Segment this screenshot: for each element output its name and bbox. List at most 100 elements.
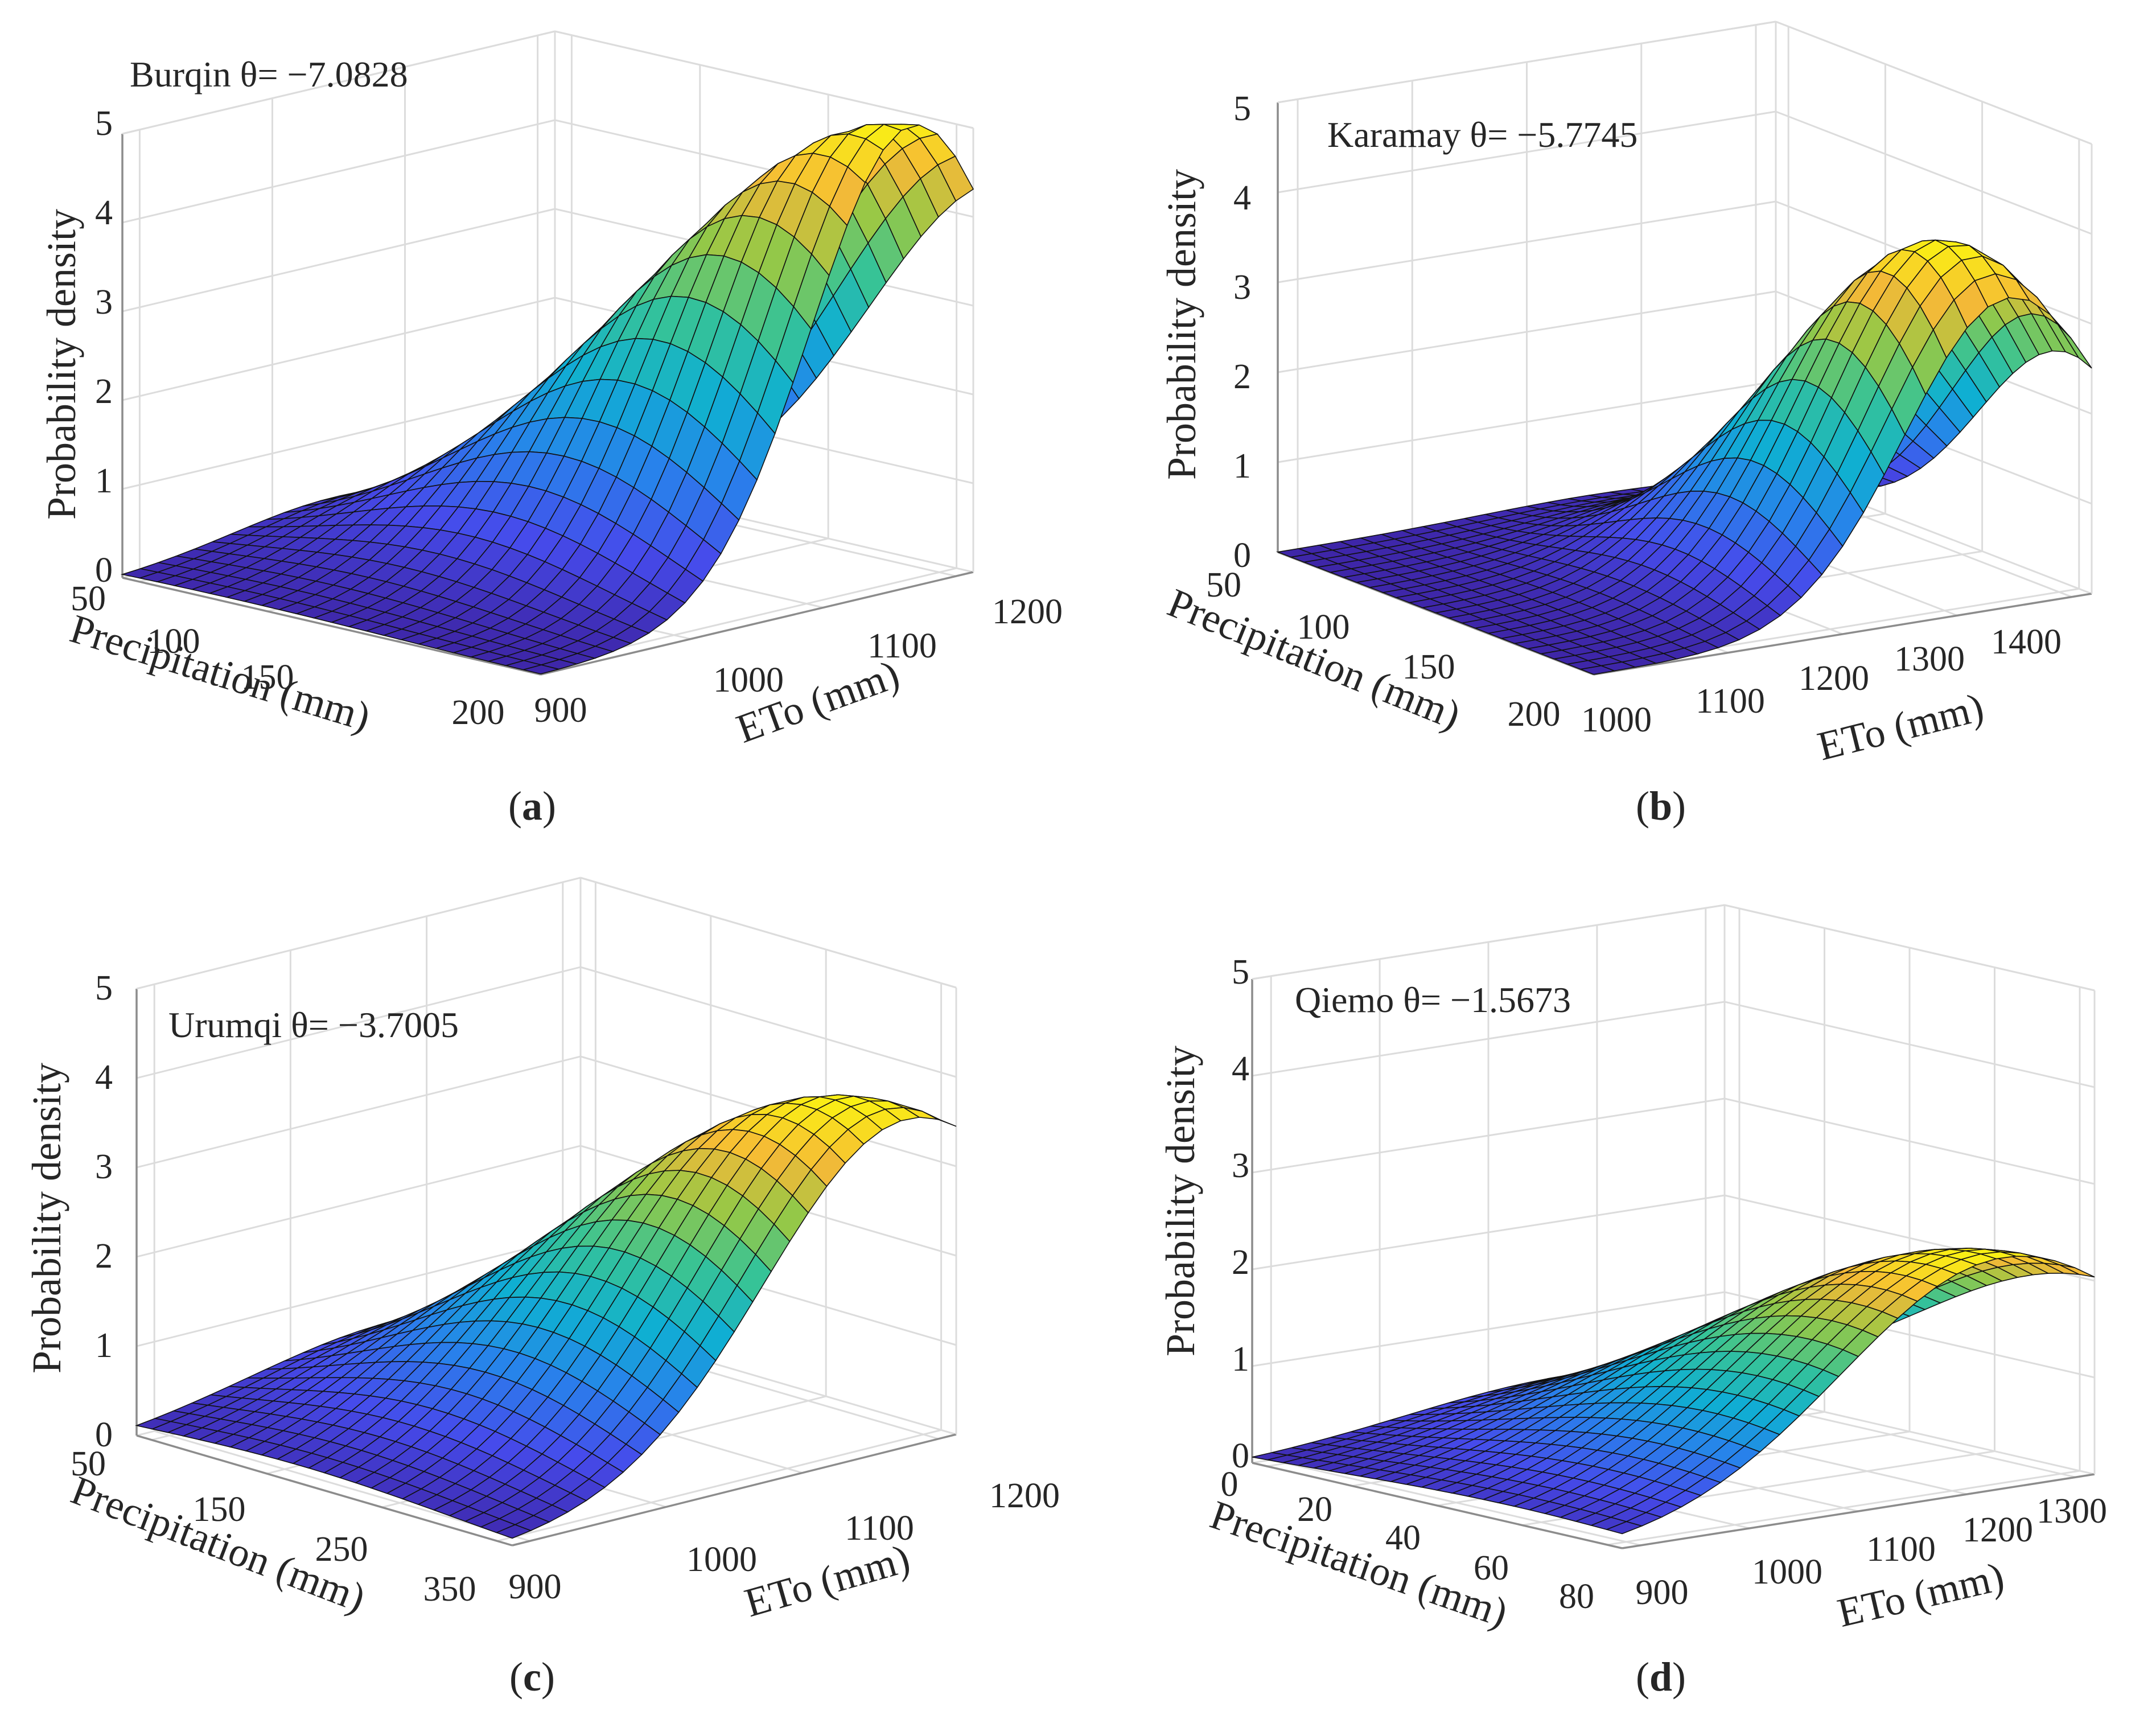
- y-tick-label: 1100: [1866, 1530, 1936, 1569]
- panel-letter: d: [1649, 1654, 1672, 1700]
- z-tick-label: 5: [95, 104, 113, 143]
- x-axis-line: [122, 577, 541, 676]
- grid-line: [136, 1145, 581, 1258]
- z-axis-label: Probability density: [1159, 169, 1204, 480]
- y-axis-label: ETo (mm): [740, 1536, 915, 1626]
- surface-patch: [1578, 665, 1616, 675]
- back-edge: [1775, 20, 2092, 145]
- back-edge: [122, 30, 556, 135]
- z-axis-label: Probability density: [39, 209, 84, 520]
- panel-caption: (d): [1636, 1654, 1686, 1700]
- grid-line: [136, 1055, 581, 1169]
- x-tick-labels: 50 100 150 200: [71, 579, 505, 732]
- back-edge: [580, 877, 957, 989]
- grid-line: [580, 966, 957, 1078]
- y-tick-label: 1200: [989, 1477, 1060, 1515]
- x-tick-labels: 50 100 150 200: [1206, 566, 1561, 734]
- z-tick-label: 4: [1232, 1050, 1249, 1088]
- z-tick-label: 2: [95, 1237, 113, 1276]
- y-tick-label: 1000: [1752, 1553, 1822, 1591]
- z-tick-label: 5: [95, 969, 113, 1007]
- z-tick-labels: 0 1 2 3 4 5: [95, 969, 113, 1454]
- panel-c: 0 1 2 3 4 5 Probability density 50 150 2…: [24, 877, 1060, 1700]
- z-axis-label: Probability density: [1158, 1046, 1203, 1356]
- surface-plot: [1276, 239, 2092, 675]
- z-tick-label: 2: [1232, 1243, 1249, 1282]
- y-tick-label: 1200: [992, 593, 1063, 631]
- panel-d: 0 1 2 3 4 5 Probability density 0 20 40 …: [1158, 904, 2107, 1700]
- z-axis-label: Probability density: [24, 1063, 69, 1373]
- surface-patch: [1605, 1521, 1644, 1535]
- surface-patch: [523, 664, 559, 675]
- x-axis-line: [136, 1434, 513, 1547]
- x-tick-label: 150: [241, 658, 294, 697]
- z-tick-label: 0: [1232, 1437, 1249, 1475]
- grid-line: [154, 1430, 530, 1542]
- panel-b: 0 1 2 3 4 5 Probability density 50 100 1…: [1159, 20, 2093, 829]
- y-axis-line: [1622, 1473, 2095, 1549]
- grid-line: [122, 119, 556, 224]
- x-axis-line: [1252, 1462, 1623, 1549]
- x-tick-label: 0: [1221, 1465, 1239, 1504]
- z-tick-label: 3: [1232, 1146, 1249, 1185]
- back-edge: [1277, 20, 1776, 104]
- z-tick-label: 1: [1232, 1340, 1249, 1379]
- y-tick-label: 1200: [1962, 1511, 2033, 1549]
- x-tick-label: 350: [423, 1570, 476, 1609]
- x-tick-label: 200: [1508, 695, 1561, 734]
- y-tick-label: 1000: [1581, 701, 1652, 739]
- z-tick-label: 4: [1233, 179, 1251, 217]
- z-tick-labels: 0 1 2 3 4 5: [1233, 89, 1251, 575]
- back-edge: [136, 877, 581, 990]
- z-tick-label: 1: [95, 1326, 113, 1365]
- z-tick-label: 0: [95, 1416, 113, 1454]
- x-tick-label: 250: [315, 1530, 368, 1569]
- grid-line: [497, 1429, 941, 1542]
- grid-line: [122, 208, 556, 312]
- z-tick-label: 1: [1233, 447, 1251, 486]
- z-tick-label: 3: [95, 283, 113, 322]
- y-tick-label: 900: [534, 691, 587, 730]
- panel-letter: b: [1649, 783, 1672, 829]
- back-edge: [554, 30, 974, 129]
- station-annotation: Karamay θ= −5.7745: [1327, 114, 1637, 155]
- x-tick-label: 200: [452, 693, 505, 732]
- x-tick-label: 100: [147, 622, 200, 661]
- grid-line: [122, 385, 556, 490]
- z-tick-label: 3: [95, 1148, 113, 1186]
- x-tick-label: 50: [71, 579, 106, 618]
- surface-plot: [135, 1094, 957, 1539]
- z-tick-label: 3: [1233, 268, 1251, 307]
- panel-letter: c: [523, 1654, 541, 1700]
- panel-caption: (a): [508, 783, 556, 829]
- z-tick-labels: 0 1 2 3 4 5: [95, 104, 113, 590]
- x-tick-label: 60: [1474, 1549, 1509, 1588]
- x-tick-label: 150: [1402, 648, 1455, 686]
- z-tick-label: 1: [95, 462, 113, 500]
- y-tick-labels: 900 1000 1100 1200: [509, 1477, 1060, 1606]
- panel-a: 0 1 2 3 4 5 Probability density 50 100 1…: [39, 30, 1063, 829]
- y-tick-label: 900: [1636, 1573, 1689, 1612]
- axes-box: [135, 877, 957, 1547]
- z-tick-label: 5: [1232, 953, 1249, 992]
- y-tick-label: 1400: [1991, 623, 2062, 661]
- y-tick-label: 1100: [1696, 682, 1765, 721]
- station-annotation: Burqin θ= −7.0828: [130, 54, 408, 94]
- surface-plot: [1252, 1247, 2095, 1535]
- y-tick-label: 1300: [2036, 1492, 2107, 1531]
- station-annotation: Urumqi θ= −3.7005: [168, 1005, 459, 1045]
- y-tick-label: 900: [509, 1568, 562, 1606]
- y-tick-label: 1000: [686, 1540, 757, 1579]
- y-tick-label: 1000: [713, 661, 784, 700]
- z-tick-label: 2: [95, 372, 113, 411]
- x-tick-label: 50: [1206, 566, 1241, 604]
- x-tick-labels: 50 150 250 350: [71, 1445, 476, 1609]
- z-tick-label: 0: [1233, 536, 1251, 575]
- panel-caption: (b): [1636, 783, 1686, 829]
- surface-patch: [495, 1524, 532, 1539]
- surface-plot: [120, 124, 974, 675]
- panel-letter: a: [522, 783, 542, 829]
- x-tick-label: 40: [1385, 1519, 1421, 1557]
- y-tick-label: 1100: [845, 1509, 914, 1548]
